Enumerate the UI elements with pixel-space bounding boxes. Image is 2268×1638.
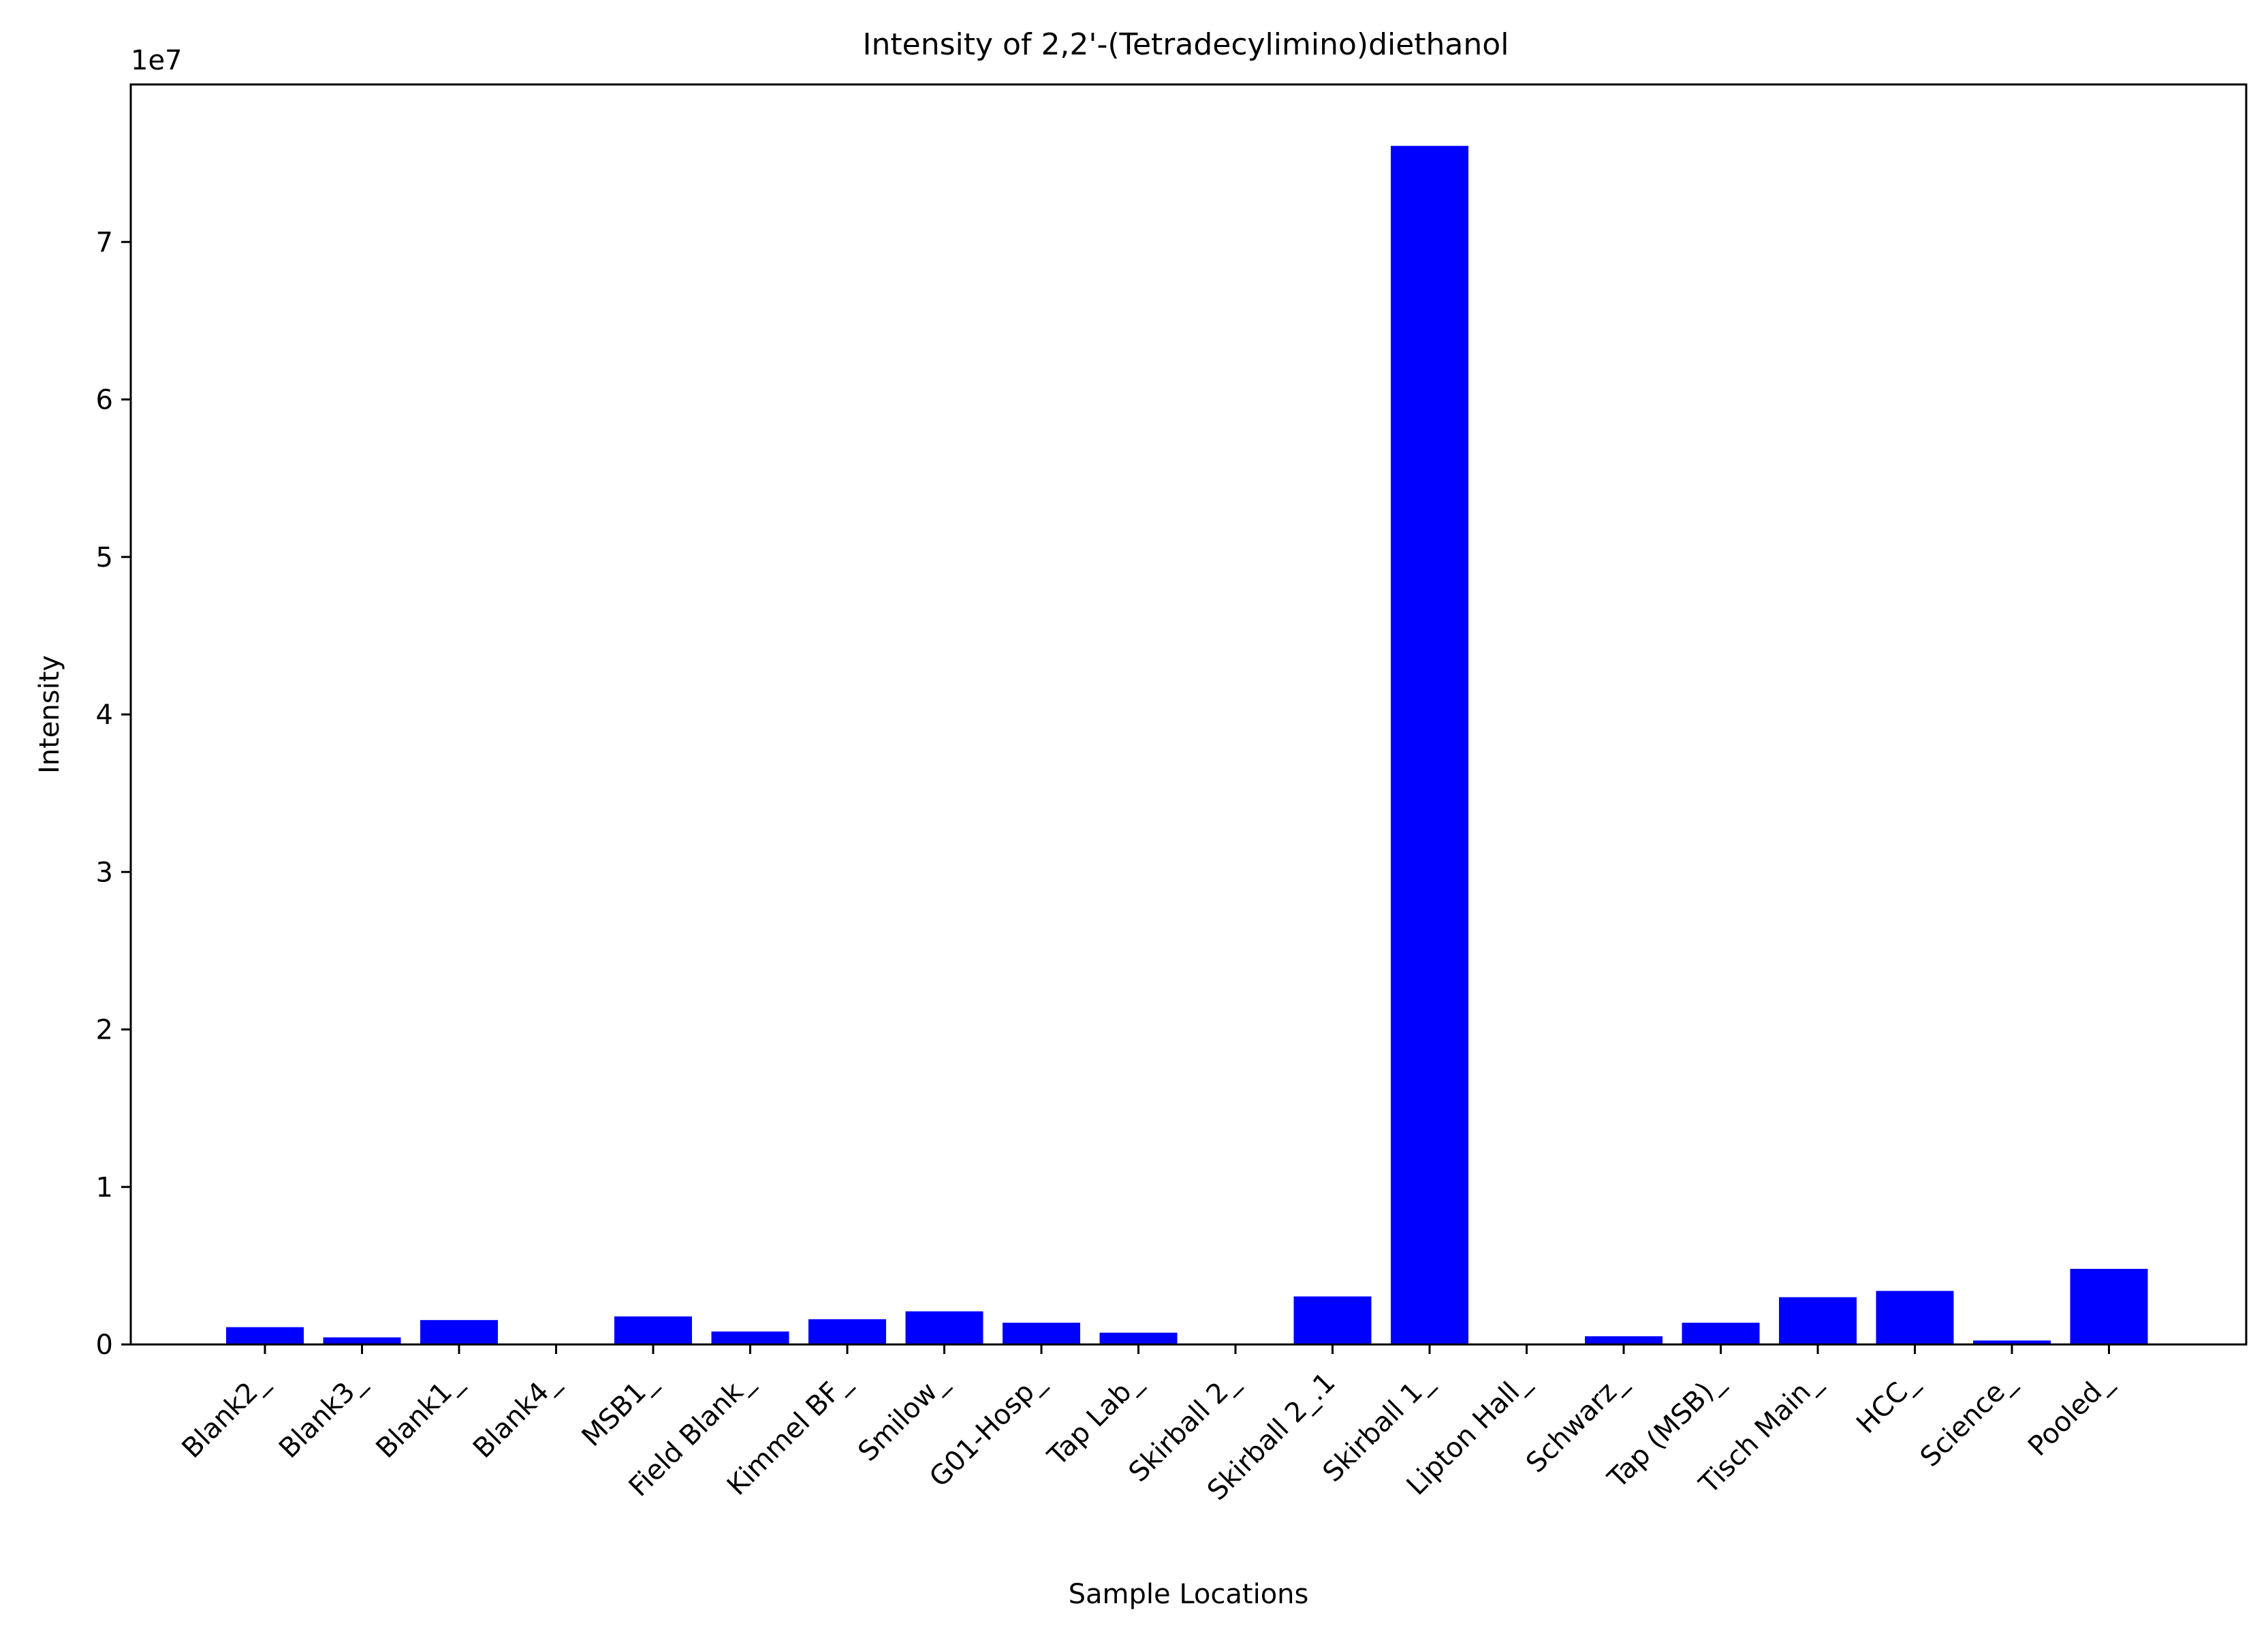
bar [614, 1316, 692, 1344]
y-tick-label: 0 [96, 1329, 113, 1361]
y-axis-label: Intensity [34, 655, 65, 774]
bar [1682, 1323, 1760, 1344]
x-axis-label: Sample Locations [1069, 1579, 1309, 1610]
bar [1391, 146, 1468, 1345]
bar [1876, 1291, 1954, 1344]
bars [226, 146, 2148, 1345]
bar [1585, 1336, 1663, 1344]
y-tick-label: 2 [96, 1015, 113, 1046]
plot-area-frame [129, 83, 2248, 1346]
bar [711, 1332, 789, 1344]
bar [420, 1320, 498, 1344]
y-tick-label: 6 [96, 385, 113, 416]
bar [1099, 1332, 1178, 1344]
bar [1779, 1297, 1857, 1344]
bar [226, 1327, 304, 1344]
chart-title: Intensity of 2,2'-(Tetradecylimino)dieth… [863, 27, 1509, 62]
bar [2070, 1269, 2148, 1344]
y-tick-label: 4 [96, 699, 113, 731]
y-axis-offset-label: 1e7 [131, 45, 183, 76]
y-tick-label: 7 [96, 227, 113, 258]
bar [905, 1311, 983, 1344]
bar [1973, 1340, 2051, 1344]
bar [1003, 1323, 1080, 1344]
y-tick-label: 1 [96, 1172, 113, 1203]
y-axis-ticks: 0 1 2 3 4 5 6 7 [96, 227, 131, 1361]
y-tick-label: 5 [96, 542, 113, 573]
bar [1293, 1296, 1372, 1344]
bar [323, 1337, 401, 1344]
bar [808, 1319, 886, 1344]
y-tick-label: 3 [96, 857, 113, 888]
